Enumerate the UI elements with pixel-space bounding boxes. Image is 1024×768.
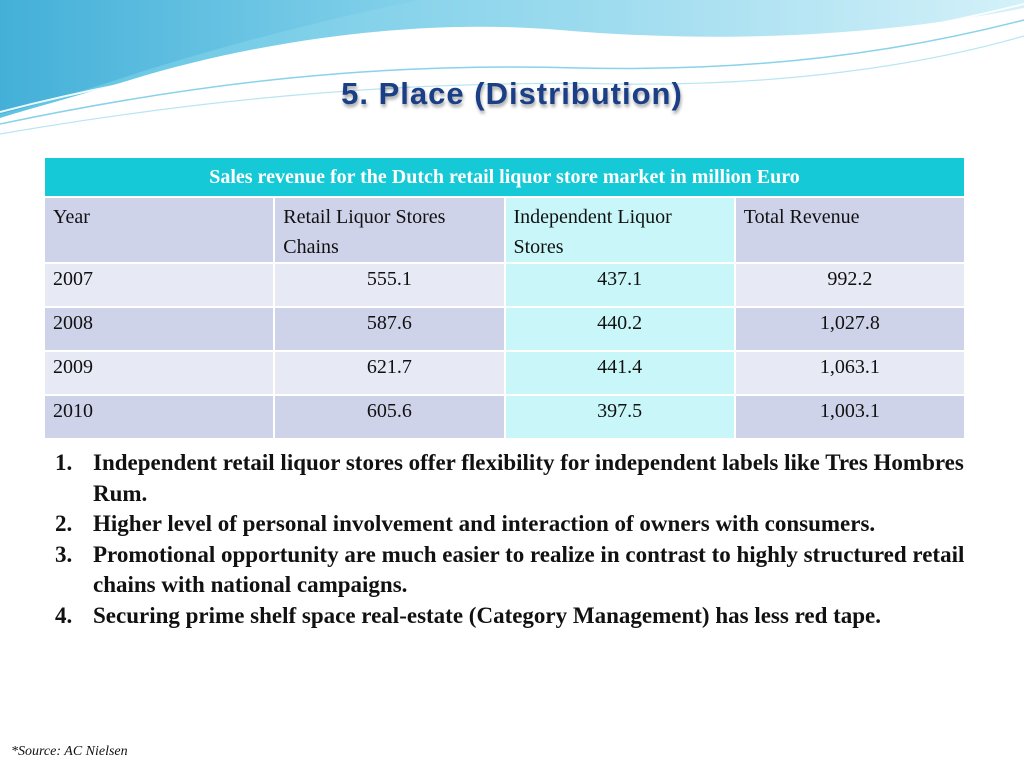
total-revenue-cell: 1,027.8	[733, 306, 967, 352]
list-item: 1. Independent retail liquor stores offe…	[55, 448, 985, 509]
table-header-row: Year Retail Liquor Stores Chains Indepen…	[42, 196, 967, 264]
total-revenue-cell: 992.2	[733, 262, 967, 308]
table-row: 2008 587.6 440.2 1,027.8	[42, 306, 967, 352]
table-row: 2007 555.1 437.1 992.2	[42, 262, 967, 308]
independent-stores-cell: 437.1	[503, 262, 736, 308]
independent-stores-cell: 441.4	[503, 350, 736, 396]
header-wave-decoration	[0, 0, 1024, 135]
list-item-text: Promotional opportunity are much easier …	[93, 541, 965, 598]
column-header-retail-chains: Retail Liquor Stores Chains	[273, 196, 506, 264]
independent-stores-cell: 440.2	[503, 306, 736, 352]
retail-chains-cell: 555.1	[273, 262, 506, 308]
column-header-total-revenue: Total Revenue	[733, 196, 967, 264]
revenue-table: Sales revenue for the Dutch retail liquo…	[42, 156, 967, 440]
year-cell: 2008	[42, 306, 276, 352]
key-points-list: 1. Independent retail liquor stores offe…	[55, 448, 985, 631]
retail-chains-cell: 605.6	[273, 394, 506, 440]
year-cell: 2007	[42, 262, 276, 308]
independent-stores-cell: 397.5	[503, 394, 736, 440]
list-item: 2. Higher level of personal involvement …	[55, 509, 985, 540]
list-item-text: Independent retail liquor stores offer f…	[93, 450, 964, 506]
source-note: *Source: AC Nielsen	[11, 744, 128, 759]
column-header-independent-stores: Independent Liquor Stores	[503, 196, 736, 264]
column-header-year: Year	[42, 196, 276, 264]
table-caption: Sales revenue for the Dutch retail liquo…	[43, 156, 966, 198]
retail-chains-cell: 621.7	[273, 350, 506, 396]
list-number: 4.	[55, 602, 73, 628]
table-row: 2010 605.6 397.5 1,003.1	[42, 394, 967, 440]
year-cell: 2010	[42, 394, 276, 440]
list-number: 2.	[55, 511, 73, 536]
list-item: 4. Securing prime shelf space real-estat…	[55, 601, 985, 632]
table-row: 2009 621.7 441.4 1,063.1	[42, 350, 967, 396]
retail-chains-cell: 587.6	[273, 306, 506, 352]
year-cell: 2009	[42, 350, 276, 396]
list-number: 1.	[55, 450, 73, 475]
list-number: 3.	[55, 541, 73, 567]
list-item: 3. Promotional opportunity are much easi…	[55, 540, 985, 601]
total-revenue-cell: 1,003.1	[733, 394, 967, 440]
list-item-text: Securing prime shelf space real-estate (…	[93, 602, 882, 628]
list-item-text: Higher level of personal involvement and…	[93, 511, 876, 536]
slide-title: 5. Place (Distribution)	[341, 76, 683, 111]
total-revenue-cell: 1,063.1	[733, 350, 967, 396]
